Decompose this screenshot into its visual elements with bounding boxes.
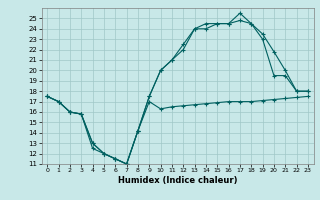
X-axis label: Humidex (Indice chaleur): Humidex (Indice chaleur) <box>118 176 237 185</box>
